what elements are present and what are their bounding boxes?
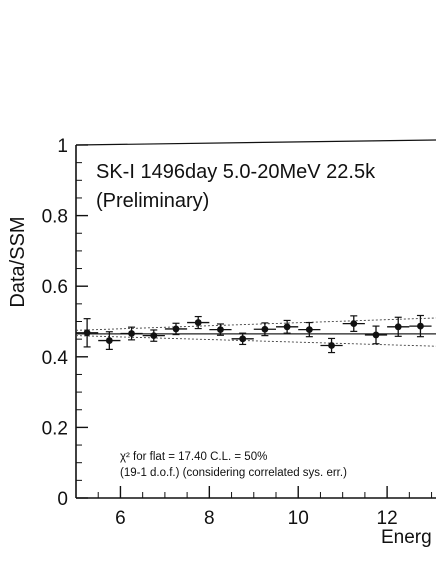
y-ticks: 0 0.2 0.4 0.6 0.8 1	[42, 136, 88, 510]
x-tick-label: 10	[288, 508, 309, 529]
data-point	[209, 323, 232, 336]
top-axis-line	[75, 139, 436, 146]
data-point	[98, 331, 121, 350]
data-marker	[128, 330, 135, 337]
data-point	[120, 326, 143, 341]
data-marker	[239, 335, 247, 343]
data-marker	[305, 326, 313, 334]
chart-title-line2: (Preliminary)	[96, 190, 209, 212]
data-marker	[217, 326, 224, 334]
data-marker	[194, 319, 202, 326]
x-tick-label: 8	[204, 508, 215, 529]
x-axis-label: Energ	[381, 527, 432, 548]
annotation-line2: (19-1 d.o.f.) (considering correlated sy…	[120, 467, 347, 479]
data-point	[142, 329, 165, 342]
y-tick-label: 1	[57, 136, 68, 157]
data-point	[409, 314, 432, 338]
data-marker	[283, 323, 291, 331]
data-point	[76, 318, 99, 348]
data-point	[253, 322, 276, 337]
data-point	[276, 319, 299, 334]
y-tick-label: 0.2	[42, 418, 68, 439]
data-point	[364, 325, 388, 345]
data-point	[231, 332, 254, 346]
data-marker	[83, 329, 91, 337]
y-tick-label: 0.6	[42, 277, 68, 298]
data-marker	[261, 325, 269, 333]
data-marker	[372, 331, 380, 339]
data-marker	[328, 342, 335, 349]
x-ticks: 6 8 10 12	[75, 486, 433, 529]
x-tick-label: 12	[377, 508, 398, 529]
data-points	[76, 314, 432, 354]
x-tick-label: 6	[115, 508, 126, 529]
y-tick-label: 0.8	[42, 207, 68, 228]
data-point	[298, 321, 321, 338]
data-marker	[150, 332, 158, 340]
data-marker	[172, 325, 180, 333]
data-marker	[105, 337, 113, 344]
annotation-line1: χ² for flat = 17.40 C.L. = 50%	[120, 451, 267, 463]
data-point	[164, 322, 188, 336]
y-tick-label: 0	[57, 489, 68, 510]
data-point	[187, 315, 210, 330]
chart-title-line1: SK-I 1496day 5.0-20MeV 22.5k	[96, 161, 376, 183]
y-tick-label: 0.4	[42, 348, 69, 369]
y-axis-label: Data/SSM	[7, 216, 29, 307]
band-lower-line	[75, 335, 436, 347]
band-upper-line	[75, 317, 436, 331]
data-marker	[394, 323, 402, 331]
data-point	[342, 315, 365, 332]
data-marker	[350, 320, 358, 328]
data-marker	[417, 322, 424, 330]
data-point	[320, 337, 343, 354]
data-point	[387, 316, 410, 337]
